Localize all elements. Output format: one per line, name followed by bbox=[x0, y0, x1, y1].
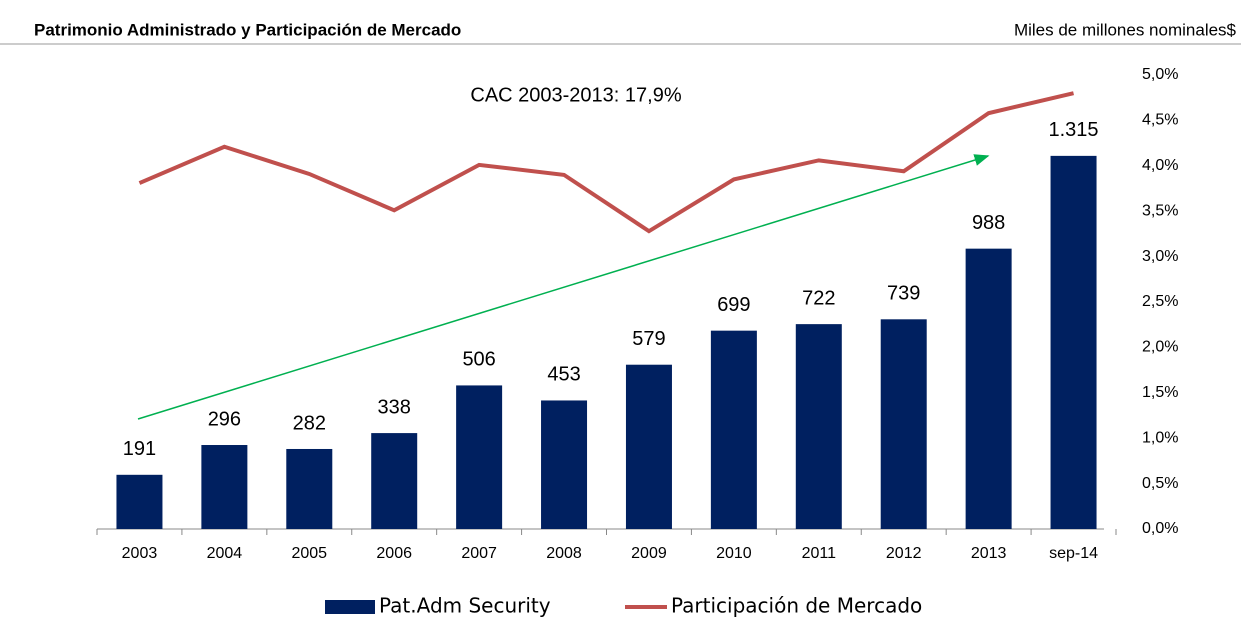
data-label: 1.315 bbox=[1049, 119, 1099, 141]
trend-arrow bbox=[137, 154, 990, 420]
line-series bbox=[138, 91, 1074, 234]
x-tick-label: 2003 bbox=[122, 545, 158, 562]
x-tick-label: 2013 bbox=[971, 545, 1007, 562]
x-tick-label: 2005 bbox=[291, 545, 327, 562]
data-label: 722 bbox=[802, 287, 835, 309]
x-tick-label: 2010 bbox=[716, 545, 752, 562]
bar bbox=[625, 364, 672, 529]
data-label: 506 bbox=[462, 349, 495, 371]
y2-tick-label: 1,0% bbox=[1142, 429, 1178, 446]
y2-tick-label: 1,5% bbox=[1142, 384, 1178, 401]
y2-tick-label: 2,0% bbox=[1142, 339, 1178, 356]
x-tick-label: 2011 bbox=[802, 545, 837, 562]
legend-label: Pat.Adm Security bbox=[379, 594, 551, 618]
bar bbox=[880, 319, 927, 529]
x-tick-label: 2012 bbox=[886, 545, 922, 562]
y2-tick-label: 5,0% bbox=[1142, 66, 1178, 83]
data-label: 453 bbox=[547, 364, 580, 386]
bar bbox=[795, 324, 842, 529]
y2-tick-label: 2,5% bbox=[1142, 293, 1178, 310]
bar bbox=[116, 474, 163, 529]
data-label: 988 bbox=[972, 212, 1005, 234]
x-tick-label: sep-14 bbox=[1049, 545, 1098, 562]
y2-tick-label: 3,5% bbox=[1142, 202, 1178, 219]
data-label: 282 bbox=[293, 412, 326, 434]
bar bbox=[201, 445, 248, 529]
annotation: CAC 2003-2013: 17,9% bbox=[470, 84, 681, 106]
bar bbox=[286, 448, 333, 529]
x-tick-label: 2007 bbox=[461, 545, 497, 562]
x-tick-label: 2008 bbox=[546, 545, 582, 562]
data-label: 191 bbox=[123, 438, 156, 460]
bar bbox=[541, 400, 588, 529]
y2-tick-label: 3,0% bbox=[1142, 248, 1178, 265]
data-label: 699 bbox=[717, 294, 750, 316]
legend-swatch bbox=[325, 600, 375, 614]
x-tick-label: 2009 bbox=[631, 545, 667, 562]
data-label: 739 bbox=[887, 283, 920, 305]
bar bbox=[1050, 155, 1097, 529]
y2-tick-label: 0,5% bbox=[1142, 475, 1178, 492]
y2-tick-label: 4,0% bbox=[1142, 157, 1178, 174]
y2-tick-label: 4,5% bbox=[1142, 112, 1178, 129]
bar bbox=[371, 433, 418, 529]
bar bbox=[456, 385, 503, 529]
data-label: 338 bbox=[378, 396, 411, 418]
x-tick-label: 2004 bbox=[207, 545, 243, 562]
data-label: 296 bbox=[208, 408, 241, 430]
chart-subtitle: Miles de millones nominales$ bbox=[1014, 20, 1237, 39]
data-label: 579 bbox=[632, 328, 665, 350]
bar bbox=[710, 330, 757, 529]
y2-tick-label: 0,0% bbox=[1142, 520, 1178, 537]
bar bbox=[965, 248, 1012, 529]
legend-label: Participación de Mercado bbox=[671, 594, 922, 618]
x-tick-label: 2006 bbox=[376, 545, 412, 562]
chart-title: Patrimonio Administrado y Participación … bbox=[34, 20, 461, 39]
